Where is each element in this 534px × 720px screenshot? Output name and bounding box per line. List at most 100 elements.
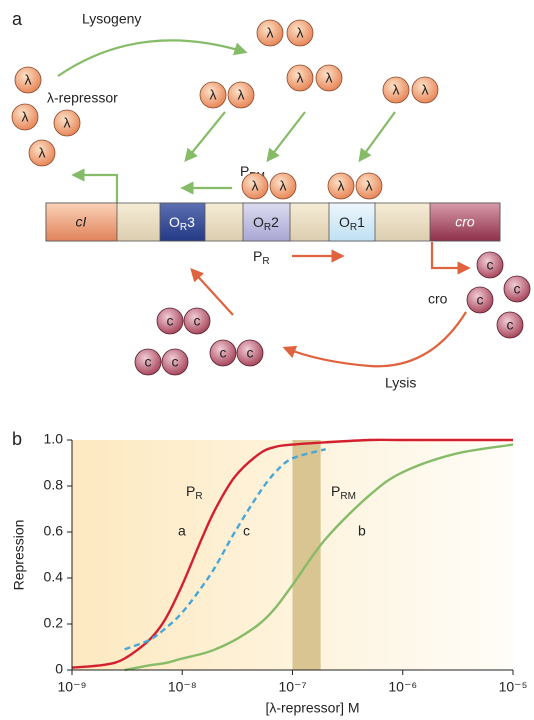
lambda-repressor	[241, 172, 269, 200]
y-tick-label: 0	[55, 661, 63, 677]
lambda-repressor	[28, 139, 56, 167]
o-letter: O	[339, 214, 350, 230]
curve	[71, 438, 513, 669]
lambda-symbol: λ	[267, 25, 274, 41]
pr-label: PR	[253, 248, 270, 267]
x-tick-label: 10⁻⁵	[499, 679, 528, 695]
chart: b 0 0.2 0.4 0.6 0.8 1.0 10⁻⁹ 10⁻⁸ 10⁻⁷ 10⁻⁶ 10⁻⁵ [λ-…	[11, 429, 528, 716]
site-number: 3	[187, 214, 195, 230]
lambda-symbol: λ	[422, 82, 429, 98]
lambda-symbol: λ	[210, 87, 217, 103]
curve-name: c	[243, 523, 250, 539]
subscript: R	[195, 491, 202, 502]
lambda-repressor	[53, 109, 81, 137]
curve-annotation: PR	[186, 483, 203, 502]
cro-protein	[236, 339, 264, 367]
cro-protein	[209, 339, 237, 367]
x-tick-label: 10⁻⁷	[278, 679, 306, 695]
lambda-symbol: λ	[297, 70, 304, 86]
lambda-symbol: λ	[338, 178, 345, 194]
x-tick-label: 10⁻⁹	[58, 679, 87, 695]
lambda-repressor	[286, 19, 314, 47]
y-tick-label: 0.6	[44, 523, 64, 539]
promoter-p: P	[186, 483, 195, 499]
subscript: R	[262, 256, 269, 267]
lambda-repressor	[11, 103, 39, 131]
lambda-symbol: λ	[39, 145, 46, 161]
x-tick-label: 10⁻⁸	[168, 679, 197, 695]
cro-symbol: c	[220, 345, 227, 361]
cro-gene-label: cro	[455, 214, 475, 230]
cro-symbol: c	[172, 354, 179, 370]
panel-label: b	[12, 429, 22, 449]
cro-protein	[466, 286, 494, 314]
dna-bar	[45, 202, 501, 242]
cro-protein	[476, 251, 504, 279]
curve-name: a	[178, 523, 186, 539]
lambda-symbol: λ	[238, 87, 245, 103]
y-tick-label: 0.4	[44, 569, 64, 585]
y-axis-label: Repression	[11, 520, 27, 591]
or1-site	[328, 202, 376, 242]
subscript: RM	[340, 491, 356, 502]
or2-label: OR2	[253, 214, 279, 233]
site-number: 1	[357, 214, 365, 230]
red-arrows	[190, 242, 471, 368]
promoter-p: P	[240, 163, 249, 179]
or1-label: OR1	[339, 214, 365, 233]
lambda-repressor	[256, 19, 284, 47]
y-tick-label: 0.2	[44, 615, 64, 631]
cro-symbol: c	[514, 281, 521, 297]
ci-gene	[45, 202, 118, 242]
lambda-symbol: λ	[22, 109, 29, 125]
subscript: R	[264, 222, 271, 233]
o-letter: O	[253, 214, 264, 230]
lambda-repressor	[286, 64, 314, 92]
lambda-symbol: λ	[64, 115, 71, 131]
lambda-symbol: λ	[25, 72, 32, 88]
subscript: R	[350, 222, 357, 233]
panel-label: a	[12, 9, 23, 29]
x-tick-label: 10⁻⁶	[388, 679, 417, 695]
lysogeny-label: Lysogeny	[82, 11, 141, 27]
lambda-repressor	[14, 66, 42, 94]
o-letter: O	[169, 214, 180, 230]
curve-name: b	[358, 523, 366, 539]
curve-annotation: PRM	[331, 483, 356, 502]
lambda-symbol: λ	[280, 178, 287, 194]
cro-protein	[503, 275, 531, 303]
x-axis-label: [λ-repressor] M	[265, 700, 359, 716]
cro-protein	[183, 307, 211, 335]
cro-protein	[134, 348, 162, 376]
lambda-repressor	[227, 81, 255, 109]
cro-protein	[496, 311, 524, 339]
lambda-repressor	[315, 64, 343, 92]
cro-symbol: c	[477, 292, 484, 308]
lysis-label: Lysis	[385, 375, 416, 391]
ci-label: cI	[76, 214, 87, 230]
site-number: 2	[271, 214, 279, 230]
curve	[124, 443, 514, 672]
or3-site	[159, 202, 206, 242]
y-tick-label: 0.8	[44, 477, 64, 493]
repressor-label: λ-repressor	[47, 90, 118, 106]
cro-gene	[429, 202, 501, 242]
lambda-repressor	[327, 172, 355, 200]
lambda-symbol: λ	[393, 82, 400, 98]
molecules: λ λ λ λ λ λ λ λ λ λ λ λ λ λ λ λ c c c c c c c c c c	[11, 19, 531, 376]
lambda-symbol: λ	[326, 70, 333, 86]
shaded-range	[292, 440, 321, 670]
lambda-repressor	[355, 172, 383, 200]
lambda-symbol: λ	[252, 178, 259, 194]
or2-site	[242, 202, 291, 242]
lambda-repressor	[199, 81, 227, 109]
cro-protein-label: cro	[428, 291, 448, 307]
y-tick-label: 1.0	[44, 431, 64, 447]
lambda-repressor	[382, 76, 410, 104]
subscript: R	[180, 222, 187, 233]
cro-symbol: c	[145, 354, 152, 370]
cro-protein	[156, 307, 184, 335]
promoter-p: P	[253, 248, 262, 264]
curve	[124, 448, 327, 651]
